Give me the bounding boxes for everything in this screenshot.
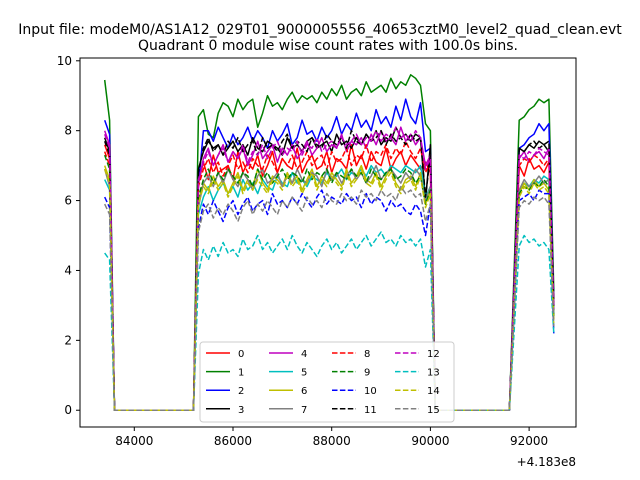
legend-label-9: 9	[364, 368, 370, 379]
legend-label-1: 1	[238, 368, 244, 379]
series-line-3	[103, 126, 555, 411]
series-line-13	[104, 231, 555, 411]
series-layer	[103, 74, 555, 411]
legend-label-13: 13	[427, 368, 440, 379]
legend-label-5: 5	[301, 368, 307, 379]
y-tick-label: 2	[64, 333, 72, 347]
legend-label-7: 7	[301, 405, 307, 416]
series-line-14	[103, 168, 555, 411]
legend-label-12: 12	[427, 349, 440, 360]
y-tick-label: 8	[64, 124, 72, 138]
y-tick-label: 6	[64, 194, 72, 208]
legend-box	[199, 341, 455, 423]
x-tick-label: 84000	[115, 434, 153, 448]
x-offset-label: +4.183e8	[517, 455, 576, 469]
figure-suptitle: Input file: modeM0/AS1A12_029T01_9000005…	[18, 22, 622, 38]
legend-label-8: 8	[364, 349, 370, 360]
legend-label-11: 11	[364, 405, 377, 416]
legend-label-6: 6	[301, 386, 307, 397]
legend-label-3: 3	[238, 405, 244, 416]
series-line-15	[104, 185, 555, 411]
plot-frame	[79, 57, 577, 428]
series-line-1	[103, 74, 555, 411]
y-tick-label: 4	[64, 263, 72, 277]
legend-label-10: 10	[364, 386, 377, 397]
x-tick-label: 90000	[411, 434, 449, 448]
legend-label-15: 15	[427, 405, 440, 416]
legend-label-0: 0	[238, 349, 244, 360]
x-tick-label: 92000	[510, 434, 548, 448]
y-tick-label: 10	[57, 54, 72, 68]
y-tick-label: 0	[64, 403, 72, 417]
x-tick-label: 86000	[214, 434, 252, 448]
chart-title: Quadrant 0 module wise count rates with …	[138, 38, 518, 54]
x-tick-label: 88000	[313, 434, 351, 448]
series-line-9	[103, 154, 555, 411]
series-line-11	[103, 129, 555, 411]
series-line-12	[103, 126, 555, 411]
legend-label-2: 2	[238, 386, 244, 397]
legend-label-14: 14	[427, 386, 440, 397]
legend-label-4: 4	[301, 349, 307, 360]
